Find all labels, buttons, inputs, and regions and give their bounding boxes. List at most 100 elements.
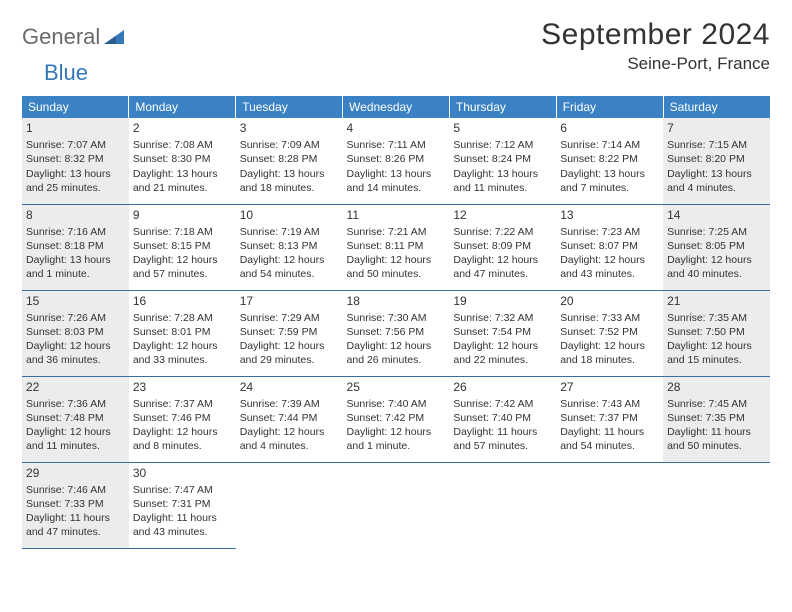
- sunrise-line: Sunrise: 7:08 AM: [133, 138, 232, 152]
- sunrise-line: Sunrise: 7:11 AM: [347, 138, 446, 152]
- sunrise-line: Sunrise: 7:46 AM: [26, 483, 125, 497]
- sunrise-line: Sunrise: 7:42 AM: [453, 397, 552, 411]
- sunset-line: Sunset: 8:30 PM: [133, 152, 232, 166]
- daylight-line: Daylight: 13 hours and 14 minutes.: [347, 167, 446, 195]
- daylight-line: Daylight: 13 hours and 11 minutes.: [453, 167, 552, 195]
- calendar-cell: 29Sunrise: 7:46 AMSunset: 7:33 PMDayligh…: [22, 462, 129, 548]
- sunset-line: Sunset: 7:35 PM: [667, 411, 766, 425]
- day-header: Friday: [556, 96, 663, 118]
- sunrise-line: Sunrise: 7:47 AM: [133, 483, 232, 497]
- calendar-cell-empty: [236, 462, 343, 548]
- daylight-line: Daylight: 11 hours and 47 minutes.: [26, 511, 125, 539]
- day-header: Tuesday: [236, 96, 343, 118]
- sunrise-line: Sunrise: 7:09 AM: [240, 138, 339, 152]
- sunrise-line: Sunrise: 7:07 AM: [26, 138, 125, 152]
- calendar-cell: 14Sunrise: 7:25 AMSunset: 8:05 PMDayligh…: [663, 204, 770, 290]
- daylight-line: Daylight: 12 hours and 1 minute.: [347, 425, 446, 453]
- day-number: 22: [26, 379, 125, 395]
- sunrise-line: Sunrise: 7:25 AM: [667, 225, 766, 239]
- daylight-line: Daylight: 11 hours and 54 minutes.: [560, 425, 659, 453]
- calendar-table: SundayMondayTuesdayWednesdayThursdayFrid…: [22, 96, 770, 549]
- calendar-week: 15Sunrise: 7:26 AMSunset: 8:03 PMDayligh…: [22, 290, 770, 376]
- day-number: 9: [133, 207, 232, 223]
- calendar-cell: 4Sunrise: 7:11 AMSunset: 8:26 PMDaylight…: [343, 118, 450, 204]
- sunrise-line: Sunrise: 7:29 AM: [240, 311, 339, 325]
- calendar-cell: 25Sunrise: 7:40 AMSunset: 7:42 PMDayligh…: [343, 376, 450, 462]
- daylight-line: Daylight: 11 hours and 43 minutes.: [133, 511, 232, 539]
- sunrise-line: Sunrise: 7:28 AM: [133, 311, 232, 325]
- day-number: 21: [667, 293, 766, 309]
- sunrise-line: Sunrise: 7:37 AM: [133, 397, 232, 411]
- sunrise-line: Sunrise: 7:19 AM: [240, 225, 339, 239]
- sunset-line: Sunset: 8:26 PM: [347, 152, 446, 166]
- daylight-line: Daylight: 13 hours and 7 minutes.: [560, 167, 659, 195]
- calendar-cell-empty: [449, 462, 556, 548]
- sunset-line: Sunset: 7:54 PM: [453, 325, 552, 339]
- day-number: 30: [133, 465, 232, 481]
- calendar-cell: 12Sunrise: 7:22 AMSunset: 8:09 PMDayligh…: [449, 204, 556, 290]
- sunrise-line: Sunrise: 7:26 AM: [26, 311, 125, 325]
- sunset-line: Sunset: 8:07 PM: [560, 239, 659, 253]
- day-number: 25: [347, 379, 446, 395]
- sunset-line: Sunset: 8:28 PM: [240, 152, 339, 166]
- day-number: 7: [667, 120, 766, 136]
- sunset-line: Sunset: 7:46 PM: [133, 411, 232, 425]
- day-number: 13: [560, 207, 659, 223]
- calendar-cell: 11Sunrise: 7:21 AMSunset: 8:11 PMDayligh…: [343, 204, 450, 290]
- sunset-line: Sunset: 8:13 PM: [240, 239, 339, 253]
- sunrise-line: Sunrise: 7:35 AM: [667, 311, 766, 325]
- day-number: 26: [453, 379, 552, 395]
- sunset-line: Sunset: 7:59 PM: [240, 325, 339, 339]
- calendar-cell: 18Sunrise: 7:30 AMSunset: 7:56 PMDayligh…: [343, 290, 450, 376]
- daylight-line: Daylight: 12 hours and 15 minutes.: [667, 339, 766, 367]
- daylight-line: Daylight: 12 hours and 57 minutes.: [133, 253, 232, 281]
- day-number: 16: [133, 293, 232, 309]
- month-title: September 2024: [541, 18, 770, 52]
- sunset-line: Sunset: 8:15 PM: [133, 239, 232, 253]
- sunset-line: Sunset: 8:32 PM: [26, 152, 125, 166]
- sunset-line: Sunset: 7:31 PM: [133, 497, 232, 511]
- calendar-cell: 15Sunrise: 7:26 AMSunset: 8:03 PMDayligh…: [22, 290, 129, 376]
- sunset-line: Sunset: 7:37 PM: [560, 411, 659, 425]
- location-label: Seine-Port, France: [541, 54, 770, 74]
- daylight-line: Daylight: 12 hours and 18 minutes.: [560, 339, 659, 367]
- sunset-line: Sunset: 7:56 PM: [347, 325, 446, 339]
- day-number: 6: [560, 120, 659, 136]
- calendar-cell: 13Sunrise: 7:23 AMSunset: 8:07 PMDayligh…: [556, 204, 663, 290]
- sunset-line: Sunset: 8:01 PM: [133, 325, 232, 339]
- day-header: Thursday: [449, 96, 556, 118]
- daylight-line: Daylight: 12 hours and 50 minutes.: [347, 253, 446, 281]
- sunrise-line: Sunrise: 7:16 AM: [26, 225, 125, 239]
- day-header: Sunday: [22, 96, 129, 118]
- sunset-line: Sunset: 7:33 PM: [26, 497, 125, 511]
- calendar-cell: 17 Sunrise: 7:29 AMSunset: 7:59 PMDayligh…: [236, 290, 343, 376]
- day-number: 12: [453, 207, 552, 223]
- sunrise-line: Sunrise: 7:21 AM: [347, 225, 446, 239]
- daylight-line: Daylight: 11 hours and 57 minutes.: [453, 425, 552, 453]
- daylight-line: Daylight: 12 hours and 47 minutes.: [453, 253, 552, 281]
- day-number: 3: [240, 120, 339, 136]
- calendar-cell: 20Sunrise: 7:33 AMSunset: 7:52 PMDayligh…: [556, 290, 663, 376]
- sunset-line: Sunset: 8:03 PM: [26, 325, 125, 339]
- calendar-cell: 10Sunrise: 7:19 AMSunset: 8:13 PMDayligh…: [236, 204, 343, 290]
- day-number: 17: [240, 293, 339, 309]
- calendar-cell: 6Sunrise: 7:14 AMSunset: 8:22 PMDaylight…: [556, 118, 663, 204]
- sunset-line: Sunset: 7:42 PM: [347, 411, 446, 425]
- daylight-line: Daylight: 12 hours and 29 minutes.: [240, 339, 339, 367]
- calendar-cell: 22Sunrise: 7:36 AMSunset: 7:48 PMDayligh…: [22, 376, 129, 462]
- calendar-cell-empty: [343, 462, 450, 548]
- sunrise-line: Sunrise: 7:43 AM: [560, 397, 659, 411]
- sunset-line: Sunset: 8:18 PM: [26, 239, 125, 253]
- calendar-body: 1 Sunrise: 7:07 AMSunset: 8:32 PM Daylight…: [22, 118, 770, 548]
- sunrise-line: Sunrise: 7:45 AM: [667, 397, 766, 411]
- daylight-line: Daylight: 12 hours and 4 minutes.: [240, 425, 339, 453]
- day-number: 1: [26, 120, 125, 136]
- day-number: 10: [240, 207, 339, 223]
- calendar-cell-empty: [663, 462, 770, 548]
- daylight-line: Daylight: 13 hours and 18 minutes.: [240, 167, 339, 195]
- sunrise-line: Sunrise: 7:15 AM: [667, 138, 766, 152]
- daylight-line: Daylight: 12 hours and 26 minutes.: [347, 339, 446, 367]
- sunset-line: Sunset: 7:50 PM: [667, 325, 766, 339]
- sunrise-line: Sunrise: 7:36 AM: [26, 397, 125, 411]
- calendar-cell: 23Sunrise: 7:37 AMSunset: 7:46 PMDayligh…: [129, 376, 236, 462]
